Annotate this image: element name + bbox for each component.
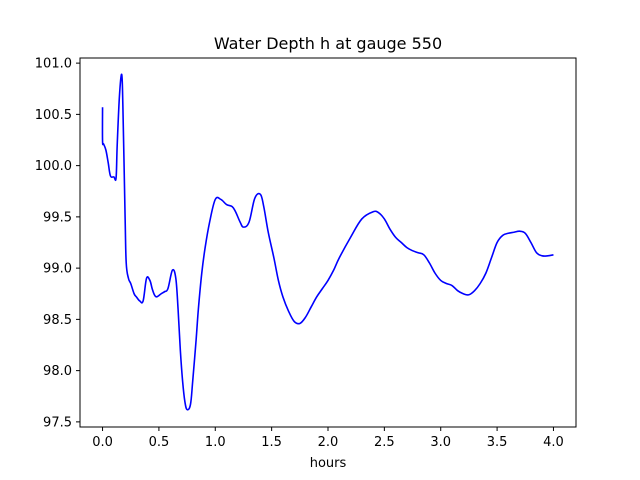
x-tick-label: 0.0 xyxy=(92,435,113,450)
y-tick-label: 100.0 xyxy=(35,159,72,174)
y-tick-label: 99.5 xyxy=(43,210,72,225)
x-tick-label: 3.5 xyxy=(487,435,508,450)
x-tick-label: 3.0 xyxy=(430,435,451,450)
x-tick-label: 2.0 xyxy=(318,435,339,450)
water-depth-line xyxy=(101,73,554,411)
x-axis: 0.0 0.5 1.0 1.5 2.0 2.5 3.0 3.5 4.0 xyxy=(92,427,564,450)
x-tick-label: 0.5 xyxy=(149,435,170,450)
x-tick-label: 4.0 xyxy=(543,435,564,450)
y-tick-label: 98.0 xyxy=(43,364,72,379)
x-tick-label: 1.0 xyxy=(205,435,226,450)
y-tick-label: 101.0 xyxy=(35,57,72,72)
x-tick-label: 1.5 xyxy=(261,435,282,450)
y-tick-label: 100.5 xyxy=(35,108,72,123)
x-axis-label: hours xyxy=(310,456,347,471)
y-tick-label: 98.5 xyxy=(43,313,72,328)
y-axis: 97.5 98.0 98.5 99.0 99.5 100.0 100.5 101.0 xyxy=(35,57,80,430)
y-tick-label: 99.0 xyxy=(43,262,72,277)
y-tick-label: 97.5 xyxy=(43,415,72,430)
chart-title: Water Depth h at gauge 550 xyxy=(214,34,442,53)
x-tick-label: 2.5 xyxy=(374,435,395,450)
